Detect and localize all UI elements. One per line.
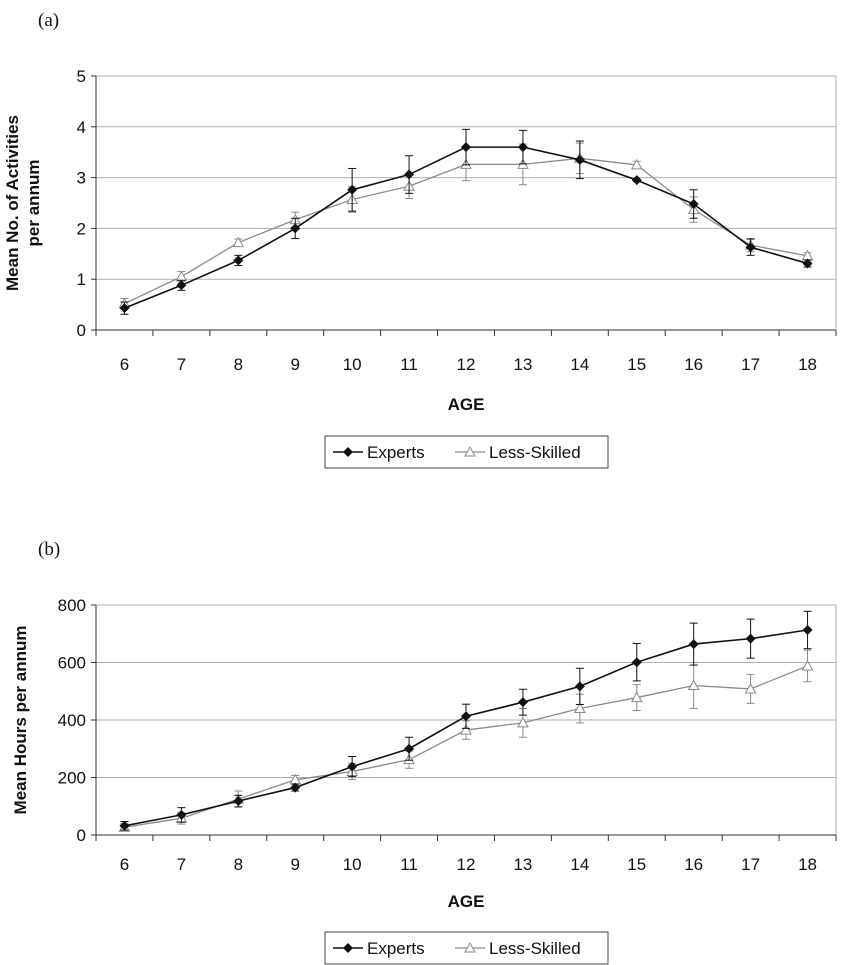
- chart-a-xtick-label-2: 8: [234, 355, 243, 374]
- chart-a-ytick-label-0: 0: [77, 321, 86, 340]
- chart-b-xtick-label-10: 16: [684, 855, 703, 874]
- chart-b-ytick-label-3: 600: [58, 654, 86, 673]
- chart-a-legend-less-skilled-label: Less-Skilled: [489, 443, 581, 462]
- chart-a-xtick-label-0: 6: [120, 355, 129, 374]
- chart-a-x-axis-title: AGE: [448, 395, 485, 414]
- chart-b-experts-point-11: [745, 633, 756, 644]
- chart-b-experts-point-8: [574, 681, 585, 692]
- chart-a-xtick-label-1: 7: [177, 355, 186, 374]
- chart-a-series-less-skilled: [118, 142, 814, 310]
- chart-a-experts-point-3: [290, 223, 301, 234]
- chart-a-series-experts: [119, 128, 813, 315]
- chart-b-ytick-label-2: 400: [58, 711, 86, 730]
- chart-a-xtick-label-5: 11: [400, 355, 418, 374]
- chart-b-ytick-label-1: 200: [58, 769, 86, 788]
- chart-b-xtick-label-12: 18: [798, 855, 817, 874]
- chart-b-y-axis-title: Mean Hours per annum: [11, 626, 30, 815]
- chart-a-experts-point-5: [404, 169, 415, 180]
- chart-b-experts-point-4: [347, 761, 358, 772]
- chart-a-legend-experts-marker: [343, 447, 353, 457]
- chart-b-experts-point-3: [290, 782, 301, 793]
- chart-a-xtick-label-8: 14: [570, 355, 589, 374]
- chart-b-experts-point-2: [233, 796, 244, 807]
- chart-a-legend: Experts Less-Skilled: [324, 435, 609, 469]
- chart-a-xtick-label-6: 12: [457, 355, 476, 374]
- chart-b-xtick-label-11: 17: [741, 855, 760, 874]
- chart-a-less-skilled-point-9: [630, 158, 643, 170]
- chart-b-xtick-label-8: 14: [570, 855, 589, 874]
- chart-a-y-axis-title-line-0: Mean No. of Activities: [3, 115, 22, 291]
- chart-b: 0 200 400 600 800 6 7 8 9 10 11 12 13 14 15 16 17 18 AGE Me…: [11, 596, 837, 965]
- chart-a-experts-point-12: [802, 258, 813, 269]
- chart-a-experts-point-6: [461, 142, 471, 153]
- chart-b-xtick-label-0: 6: [120, 855, 129, 874]
- chart-a-experts-point-0: [119, 303, 130, 314]
- chart-b-legend-less-skilled-label: Less-Skilled: [489, 939, 581, 958]
- chart-a-experts-point-4: [347, 184, 358, 195]
- chart-a-xtick-label-9: 15: [627, 355, 646, 374]
- chart-b-experts-point-0: [119, 820, 130, 831]
- chart-a-ytick-label-3: 3: [77, 169, 86, 188]
- chart-a-xtick-label-10: 16: [684, 355, 703, 374]
- chart-b-xtick-label-6: 12: [457, 855, 476, 874]
- chart-a-xtick-label-3: 9: [290, 355, 299, 374]
- chart-b-xtick-label-7: 13: [513, 855, 532, 874]
- chart-b-legend-experts-marker: [343, 943, 353, 953]
- chart-b-xtick-label-5: 11: [400, 855, 418, 874]
- chart-a-experts-point-9: [631, 175, 642, 186]
- chart-a-y-axis-title: Mean No. of Activities per annum: [3, 115, 43, 291]
- chart-a-experts-point-2: [233, 255, 244, 266]
- chart-b-legend: Experts Less-Skilled: [324, 931, 609, 965]
- chart-b-less-skilled-point-10: [687, 679, 700, 690]
- chart-a-legend-experts-label: Experts: [367, 443, 425, 462]
- chart-b-experts-point-7: [517, 697, 528, 708]
- chart-a-ytick-label-1: 1: [77, 270, 86, 289]
- chart-b-xtick-label-9: 15: [627, 855, 646, 874]
- panel-label-a: (a): [38, 10, 60, 31]
- chart-a-xtick-label-11: 17: [741, 355, 760, 374]
- chart-b-ytick-label-0: 0: [77, 826, 86, 845]
- chart-b-x-axis-title: AGE: [448, 892, 485, 911]
- chart-a-less-skilled-point-1: [175, 270, 188, 282]
- chart-b-experts-point-10: [688, 639, 699, 650]
- chart-b-experts-point-1: [176, 809, 187, 820]
- chart-a-experts-point-7: [517, 142, 528, 153]
- chart-a-y-axis-title-line-1: per annum: [24, 160, 43, 247]
- chart-a-experts-point-11: [745, 242, 756, 253]
- chart-a-xtick-label-7: 13: [513, 355, 532, 374]
- chart-b-less-skilled-point-12: [801, 659, 814, 671]
- chart-b-less-skilled-point-8: [573, 702, 586, 713]
- chart-b-xtick-label-4: 10: [343, 855, 362, 874]
- chart-a-experts-point-10: [688, 199, 699, 210]
- chart-b-experts-point-12: [802, 625, 813, 636]
- chart-b-experts-point-5: [404, 743, 415, 754]
- chart-b-experts-point-6: [461, 711, 471, 722]
- chart-b-less-skilled-point-6: [460, 724, 472, 735]
- chart-b-xtick-label-1: 7: [177, 855, 186, 874]
- chart-b-legend-less-skilled-marker: [464, 941, 476, 953]
- chart-b-less-skilled-point-7: [517, 716, 529, 728]
- chart-b-less-skilled-point-9: [630, 691, 643, 703]
- chart-a-ytick-label-4: 4: [77, 118, 86, 137]
- chart-b-ytick-label-4: 800: [58, 596, 86, 615]
- chart-a-ytick-label-2: 2: [77, 219, 86, 238]
- chart-a-experts-point-1: [176, 280, 187, 291]
- chart-b-xtick-label-2: 8: [234, 855, 243, 874]
- chart-a-ytick-label-5: 5: [77, 67, 86, 86]
- chart-a-legend-less-skilled-marker: [464, 445, 476, 457]
- chart-a-xtick-label-12: 18: [798, 355, 817, 374]
- chart-b-xtick-label-3: 9: [290, 855, 299, 874]
- chart-b-experts-point-9: [631, 657, 642, 668]
- chart-b-less-skilled-point-11: [744, 682, 757, 694]
- panel-label-b: (b): [38, 539, 61, 560]
- chart-a-less-skilled-point-2: [232, 236, 245, 248]
- chart-a-experts-point-8: [574, 154, 585, 165]
- chart-b-series-experts: [119, 610, 813, 831]
- chart-a-xtick-label-4: 10: [343, 355, 362, 374]
- chart-b-y-axis-title-line-0: Mean Hours per annum: [11, 626, 30, 815]
- chart-b-legend-experts-label: Experts: [367, 939, 425, 958]
